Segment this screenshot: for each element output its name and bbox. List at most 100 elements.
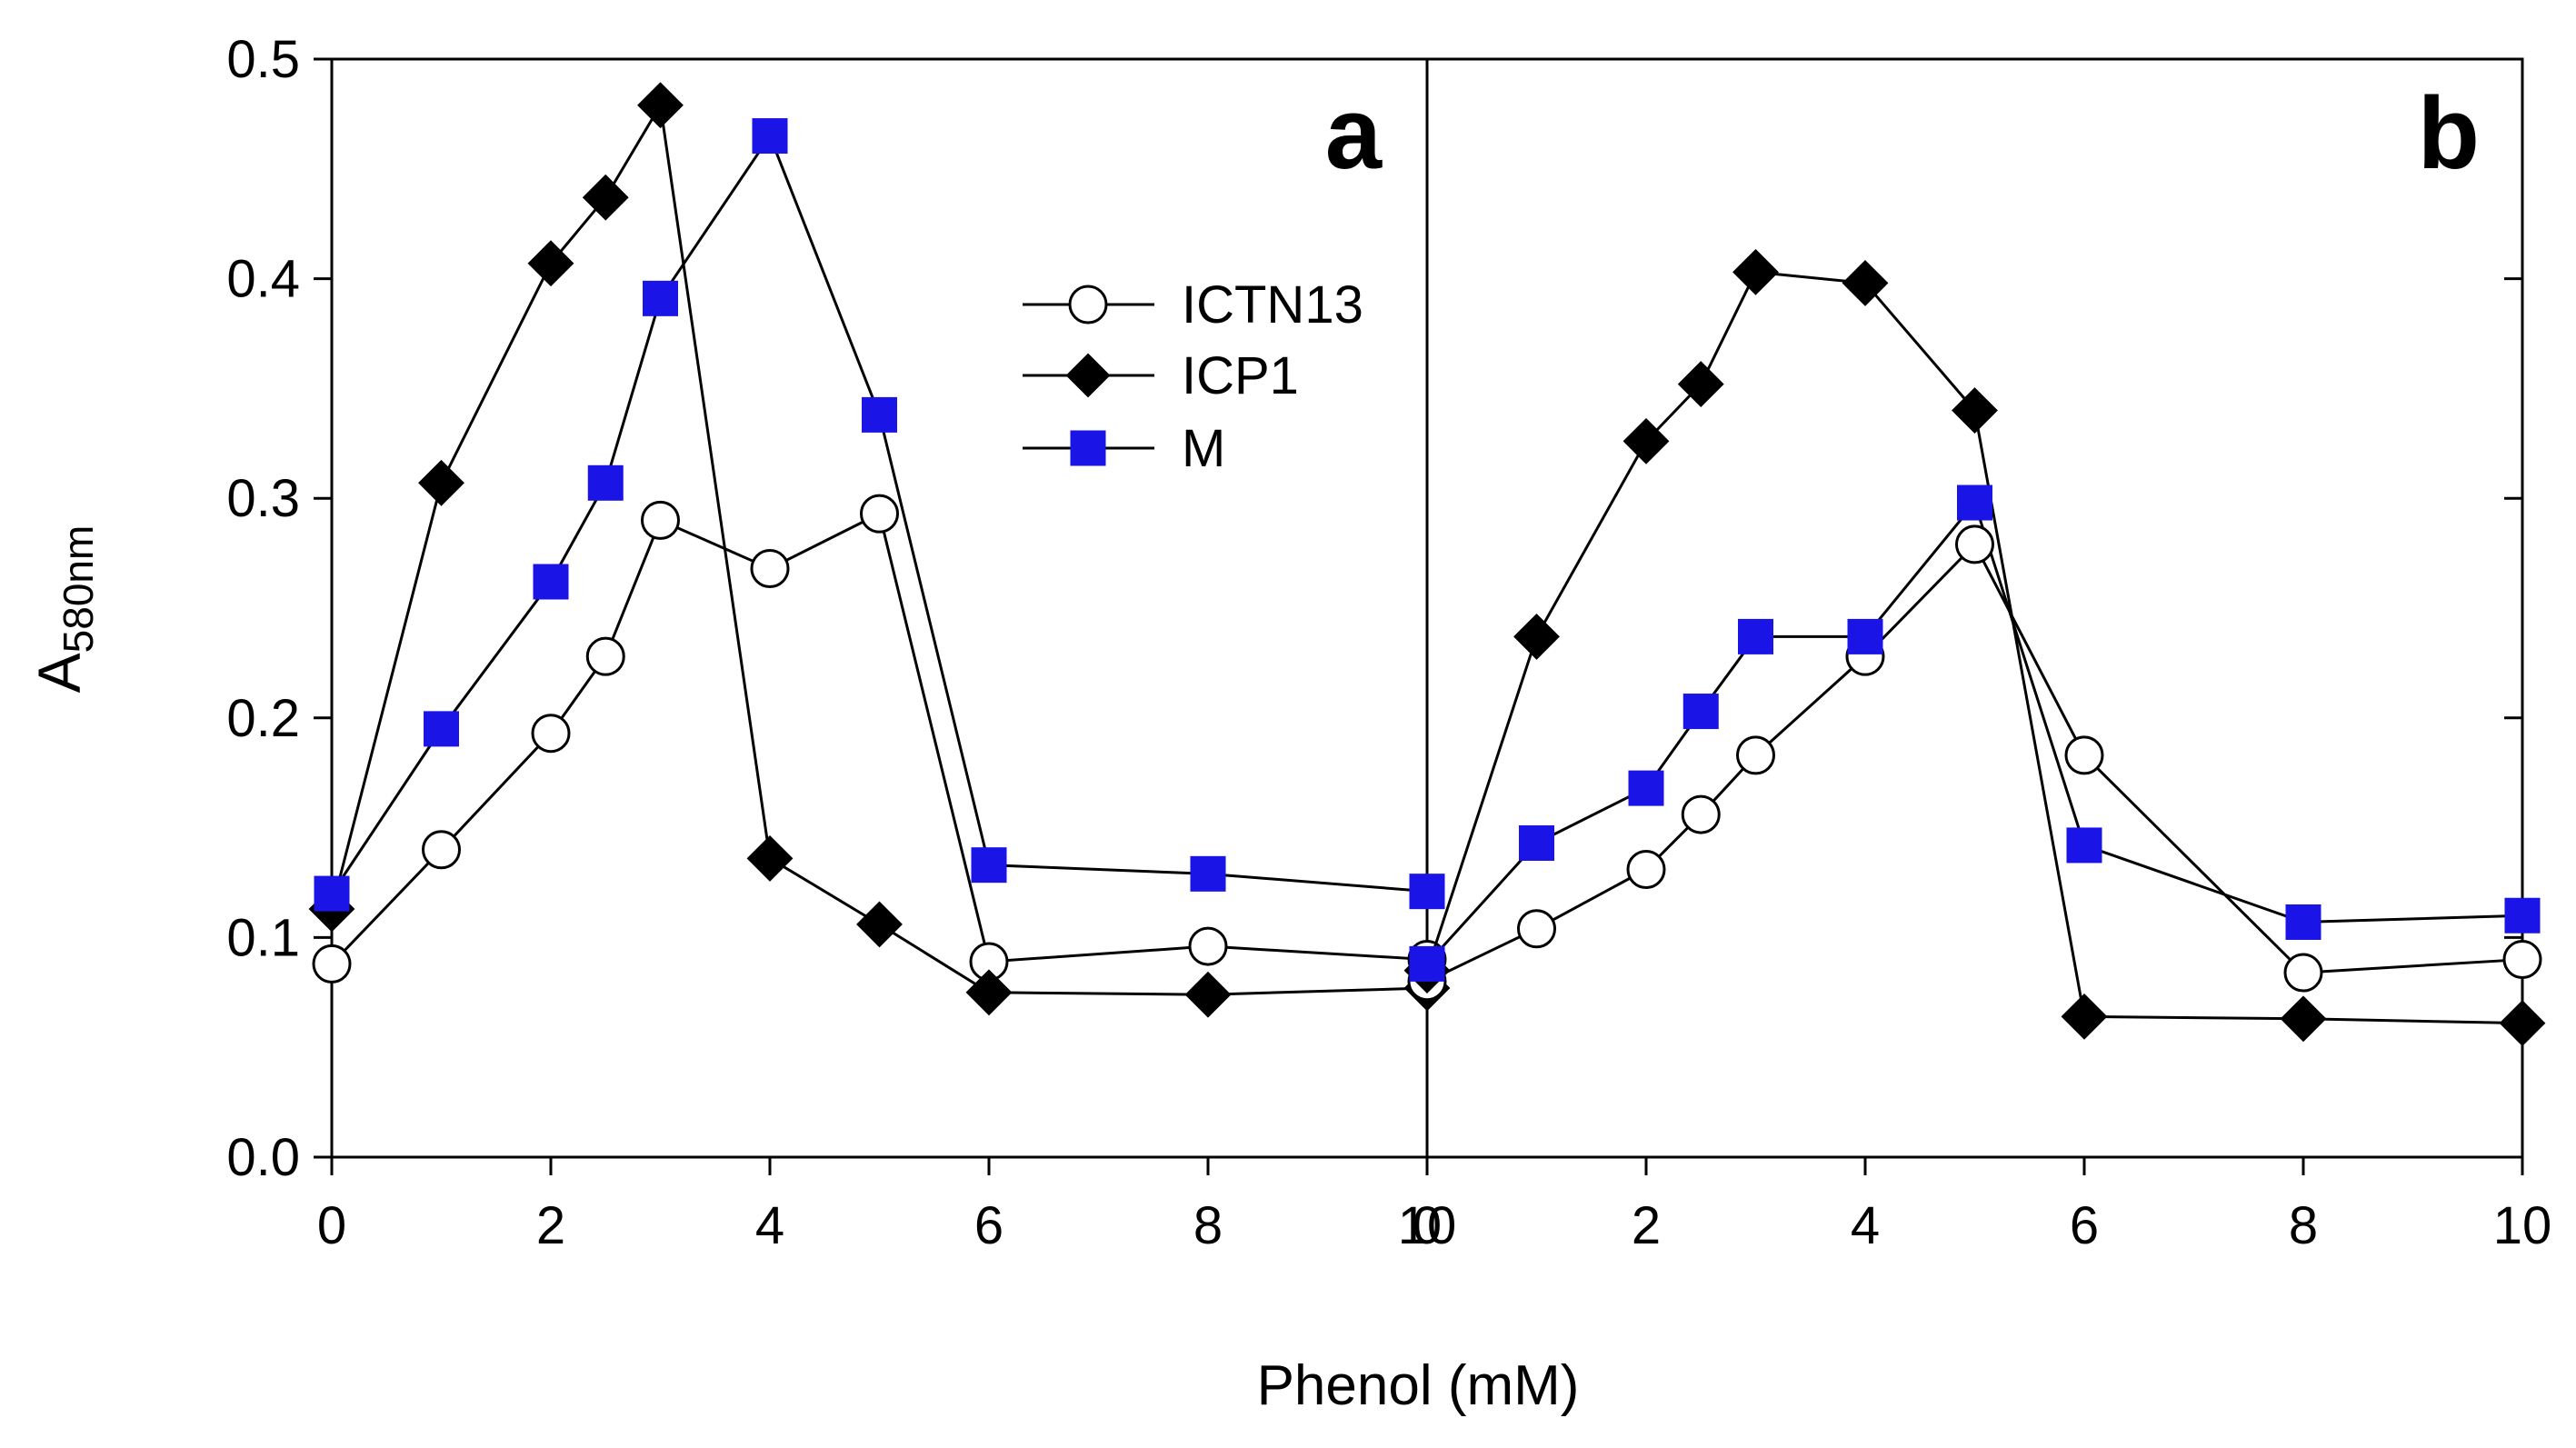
panel-b-frame [1425,57,2524,1159]
point-m-b [2285,904,2321,940]
point-icp1-a [637,82,684,129]
point-icp1-b [1842,260,1889,306]
point-icp1-a [746,835,794,882]
x-tick-label-a: 2 [536,1196,565,1255]
point-m-a [643,280,678,316]
y-tick-label-a: 0.3 [226,469,300,528]
panel-b-label: b [2418,76,2480,190]
legend-entry-m: M [1023,419,1225,478]
point-ictn13-b [1955,524,1994,564]
y-axis-title-main: A [25,653,93,693]
point-ictn13-a [531,714,571,754]
point-ictn13-b [2283,953,2323,993]
legend-label-ictn13: ICTN13 [1182,275,1363,335]
legend: ICTN13 ICP1 M [1023,275,1363,478]
point-icp1-b [2499,1000,2546,1047]
panel-a-plot [308,82,1451,1018]
point-icp1-b [1513,613,1560,660]
point-m-a [971,847,1007,884]
point-icp1-b [1622,417,1670,464]
point-m-a [1409,874,1445,910]
point-m-b [1847,618,1883,654]
point-icp1-b [1952,387,1998,434]
point-icp1-a [582,174,629,221]
point-ictn13-b [1517,909,1556,949]
legend-entry-icp1: ICP1 [1023,346,1299,405]
point-ictn13-a [641,500,680,540]
series-line-ictn13-b [1426,542,2523,984]
point-m-a [533,564,569,600]
point-m-b [1682,694,1719,730]
point-m-a [752,118,788,155]
series-line-m-b [1425,499,2523,965]
panel-b-plot [1403,248,2546,1047]
point-m-b [1628,770,1664,806]
legend-label-icp1: ICP1 [1182,346,1299,405]
point-icp1-a [527,240,574,287]
point-ictn13-a [1188,926,1228,966]
y-tick-label-a: 0.5 [226,30,300,89]
point-icp1-a [418,459,464,506]
y-tick-label-a: 0.1 [226,908,300,967]
point-ictn13-a [585,636,625,676]
point-m-b [1409,945,1445,982]
point-ictn13-b [1681,794,1721,834]
point-ictn13-b [1736,735,1775,775]
legend-marker-square [1070,430,1106,466]
y-tick-label-a: 0.0 [226,1128,300,1187]
x-tick-label-a: 10 [1398,1196,1457,1255]
point-m-b [1519,825,1554,862]
point-icp1-a [1184,971,1232,1018]
point-ictn13-a [750,549,790,589]
point-ictn13-a [312,944,352,984]
point-m-a [862,396,897,433]
x-tick-label-b: 4 [1851,1196,1880,1255]
panel-b-axes: 0 2 4 6 8 10 [1413,277,2552,1255]
x-axis-title: Phenol (mM) [1257,1354,1580,1417]
point-icp1-b [1677,361,1724,407]
point-m-a [1190,855,1226,892]
y-axis-title-sub: 580nm [55,525,102,654]
point-ictn13-a [860,494,899,534]
y-axis-title: A580nm [25,525,102,694]
y-tick-label-a: 0.2 [226,689,300,748]
point-m-b [2504,897,2541,934]
panel-a-axes: 0 2 4 6 8 10 0.0 0.1 0.2 0.3 0.4 0.5 [226,30,1456,1255]
panel-a-label: a [1325,76,1383,190]
point-icp1-b [1732,248,1779,295]
x-tick-label-b: 0 [1413,1196,1442,1255]
x-tick-label-a: 6 [974,1196,1003,1255]
x-tick-label-b: 2 [1632,1196,1661,1255]
point-icp1-a [965,969,1013,1016]
series-line-icp1-a [330,101,1428,996]
x-tick-label-b: 10 [2493,1196,2552,1255]
y-tick-label-a: 0.4 [226,250,300,309]
x-tick-label-a: 4 [755,1196,784,1255]
legend-marker-diamond [1065,353,1111,398]
point-m-a [587,464,624,501]
point-ictn13-a [422,830,461,870]
x-tick-label-a: 8 [1193,1196,1223,1255]
series-line-ictn13-a [330,511,1428,965]
point-m-b [1957,484,1992,521]
point-ictn13-b [2064,735,2104,775]
x-tick-label-a: 0 [317,1196,346,1255]
point-m-b [2066,827,2102,864]
point-m-a [314,875,350,912]
legend-marker-circle [1068,285,1108,325]
point-icp1-b [2061,993,2108,1040]
legend-entry-ictn13: ICTN13 [1023,275,1363,335]
point-ictn13-b [2502,940,2542,980]
point-m-b [1738,618,1773,654]
series-line-m-a [330,133,1428,894]
legend-label-m: M [1182,419,1225,478]
point-ictn13-b [1626,850,1666,890]
point-icp1-a [856,901,903,948]
x-tick-label-b: 6 [2070,1196,2099,1255]
series-line-icp1-b [1425,270,2523,1025]
point-icp1-b [2280,995,2327,1043]
point-m-a [424,711,459,747]
x-tick-label-b: 8 [2289,1196,2318,1255]
